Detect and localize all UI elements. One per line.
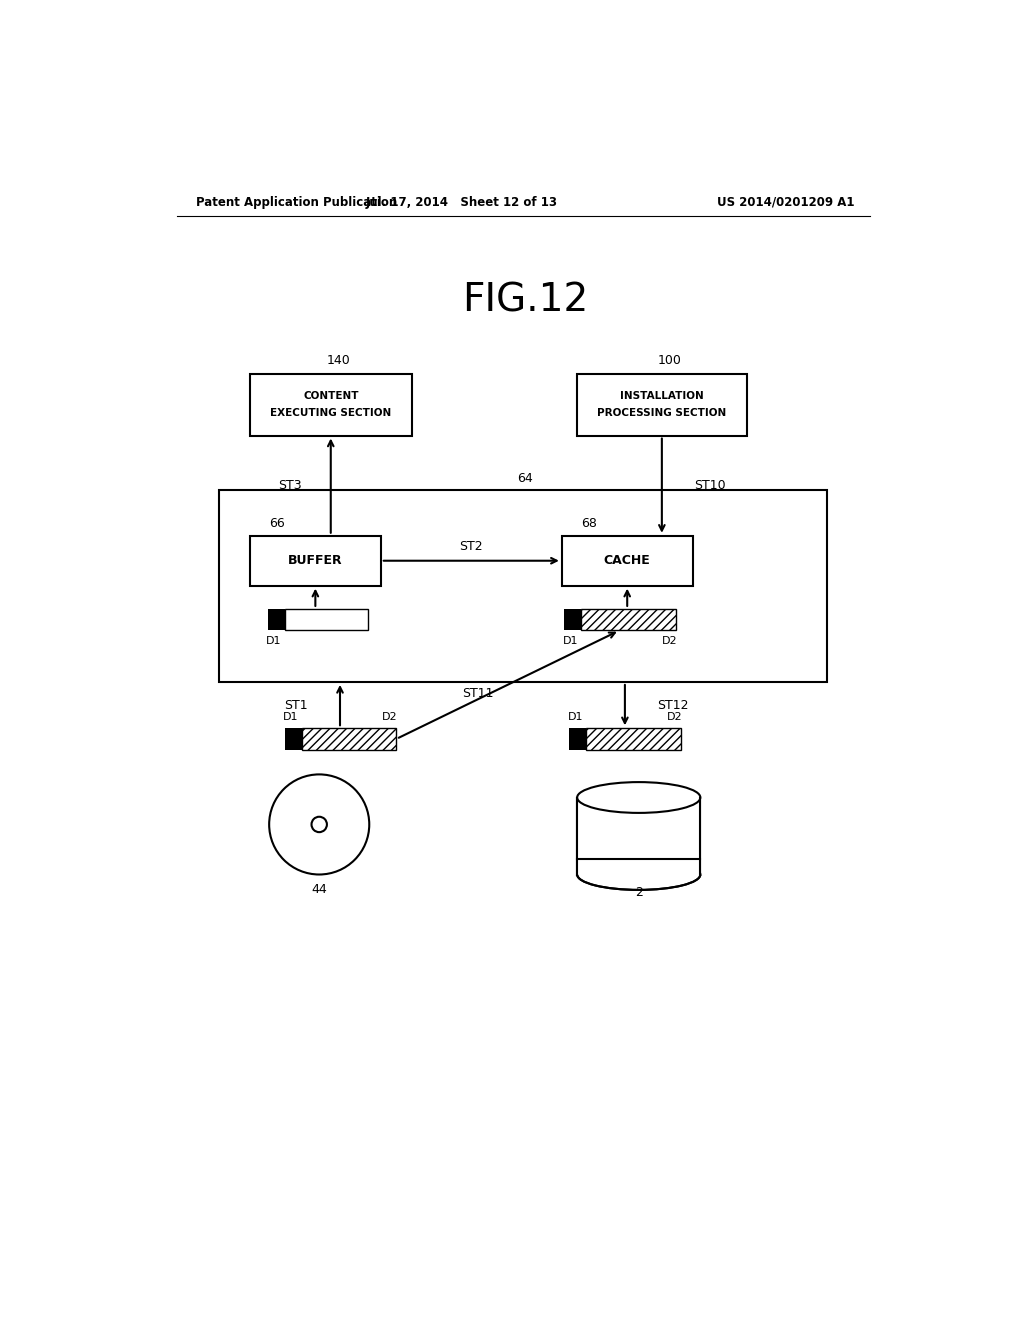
Text: ST10: ST10 (694, 479, 726, 492)
Text: 66: 66 (269, 517, 285, 529)
Text: 100: 100 (657, 354, 682, 367)
Text: D2: D2 (662, 636, 677, 647)
Bar (219, 490, 827, 682)
Bar (301, 729, 396, 750)
Text: 64: 64 (517, 473, 532, 486)
Text: 2: 2 (635, 887, 643, 899)
Ellipse shape (578, 781, 700, 813)
Text: ST11: ST11 (462, 686, 494, 700)
Text: D1: D1 (266, 636, 282, 647)
Text: ST12: ST12 (657, 698, 689, 711)
Text: CONTENT: CONTENT (303, 391, 358, 400)
Text: D2: D2 (668, 713, 683, 722)
Bar (578, 374, 746, 436)
Text: ST1: ST1 (284, 698, 307, 711)
Bar (562, 536, 692, 586)
Text: 68: 68 (581, 517, 597, 529)
Text: D1: D1 (568, 713, 584, 722)
Text: US 2014/0201209 A1: US 2014/0201209 A1 (717, 195, 854, 209)
Text: D1: D1 (283, 713, 298, 722)
Bar (581, 609, 676, 631)
Ellipse shape (269, 775, 370, 875)
Text: BUFFER: BUFFER (288, 554, 343, 568)
Text: CACHE: CACHE (604, 554, 650, 568)
Text: PROCESSING SECTION: PROCESSING SECTION (597, 408, 726, 417)
Bar (564, 609, 581, 631)
Text: FIG.12: FIG.12 (462, 282, 588, 319)
Text: D1: D1 (562, 636, 578, 647)
Bar (587, 729, 681, 750)
Bar (267, 609, 285, 631)
Bar (569, 729, 587, 750)
Text: D2: D2 (382, 713, 398, 722)
Text: INSTALLATION: INSTALLATION (620, 391, 703, 400)
Text: ST3: ST3 (278, 479, 301, 492)
Text: EXECUTING SECTION: EXECUTING SECTION (270, 408, 391, 417)
Bar (285, 609, 368, 631)
Text: ST2: ST2 (460, 540, 483, 553)
Ellipse shape (311, 817, 327, 832)
Text: Patent Application Publication: Patent Application Publication (196, 195, 397, 209)
Bar (285, 729, 301, 750)
Text: Jul. 17, 2014   Sheet 12 of 13: Jul. 17, 2014 Sheet 12 of 13 (366, 195, 558, 209)
Text: 44: 44 (311, 883, 327, 896)
Ellipse shape (578, 859, 700, 890)
Text: 140: 140 (327, 354, 350, 367)
Bar (250, 374, 412, 436)
Bar (578, 797, 700, 874)
Bar (250, 536, 381, 586)
